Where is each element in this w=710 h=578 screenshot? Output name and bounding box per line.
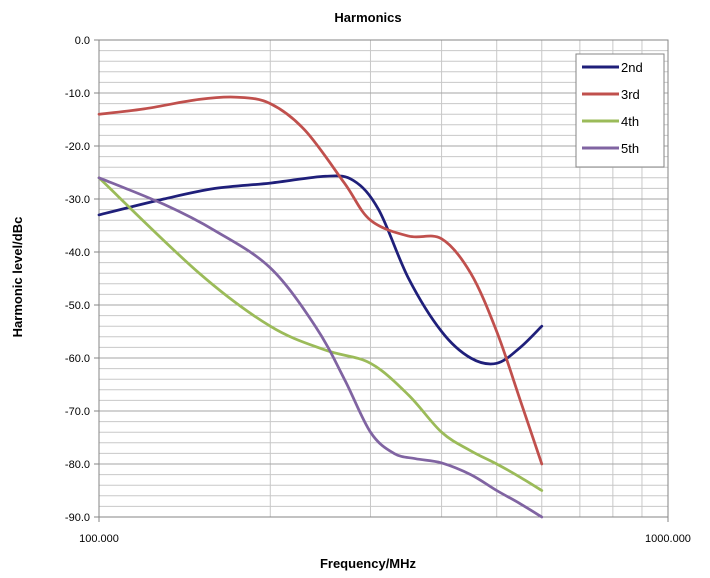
legend-box [575,53,665,168]
y-tick-label: -40.0 [65,247,90,259]
x-axis-ticks: 100.000 1000.000 [79,517,691,545]
y-axis-ticks: 0.0 -10.0 -20.0 -30.0 -40.0 -50.0 -60.0 -70.0 -8… [65,35,99,524]
plot-frame [98,39,669,518]
legend-label-2nd: 2nd [621,60,643,75]
y-tick-label: -50.0 [65,300,90,312]
y-tick-label: -20.0 [65,141,90,153]
chart-title: Harmonics [334,10,401,25]
y-tick-label: -80.0 [65,459,90,471]
legend: 2nd 3rd 4th 5th [575,53,665,168]
series-line-5th [97,176,544,519]
y-tick-label: 0.0 [75,35,90,47]
series-line-3rd [97,95,544,466]
x-tick-label: 100.000 [79,533,119,545]
y-tick-label: -90.0 [65,512,90,524]
y-tick-label: -10.0 [65,88,90,100]
y-axis-title: Harmonic level/dBc [10,217,25,338]
series-line-2nd [97,174,544,366]
x-axis-title: Frequency/MHz [320,556,417,571]
legend-label-5th: 5th [621,141,639,156]
series-line-4th [97,176,544,492]
y-tick-label: -70.0 [65,406,90,418]
legend-label-3rd: 3rd [621,87,640,102]
legend-label-4th: 4th [621,114,639,129]
x-tick-label: 1000.000 [645,533,691,545]
series-layer [97,95,544,519]
y-tick-label: -30.0 [65,194,90,206]
y-tick-label: -60.0 [65,353,90,365]
